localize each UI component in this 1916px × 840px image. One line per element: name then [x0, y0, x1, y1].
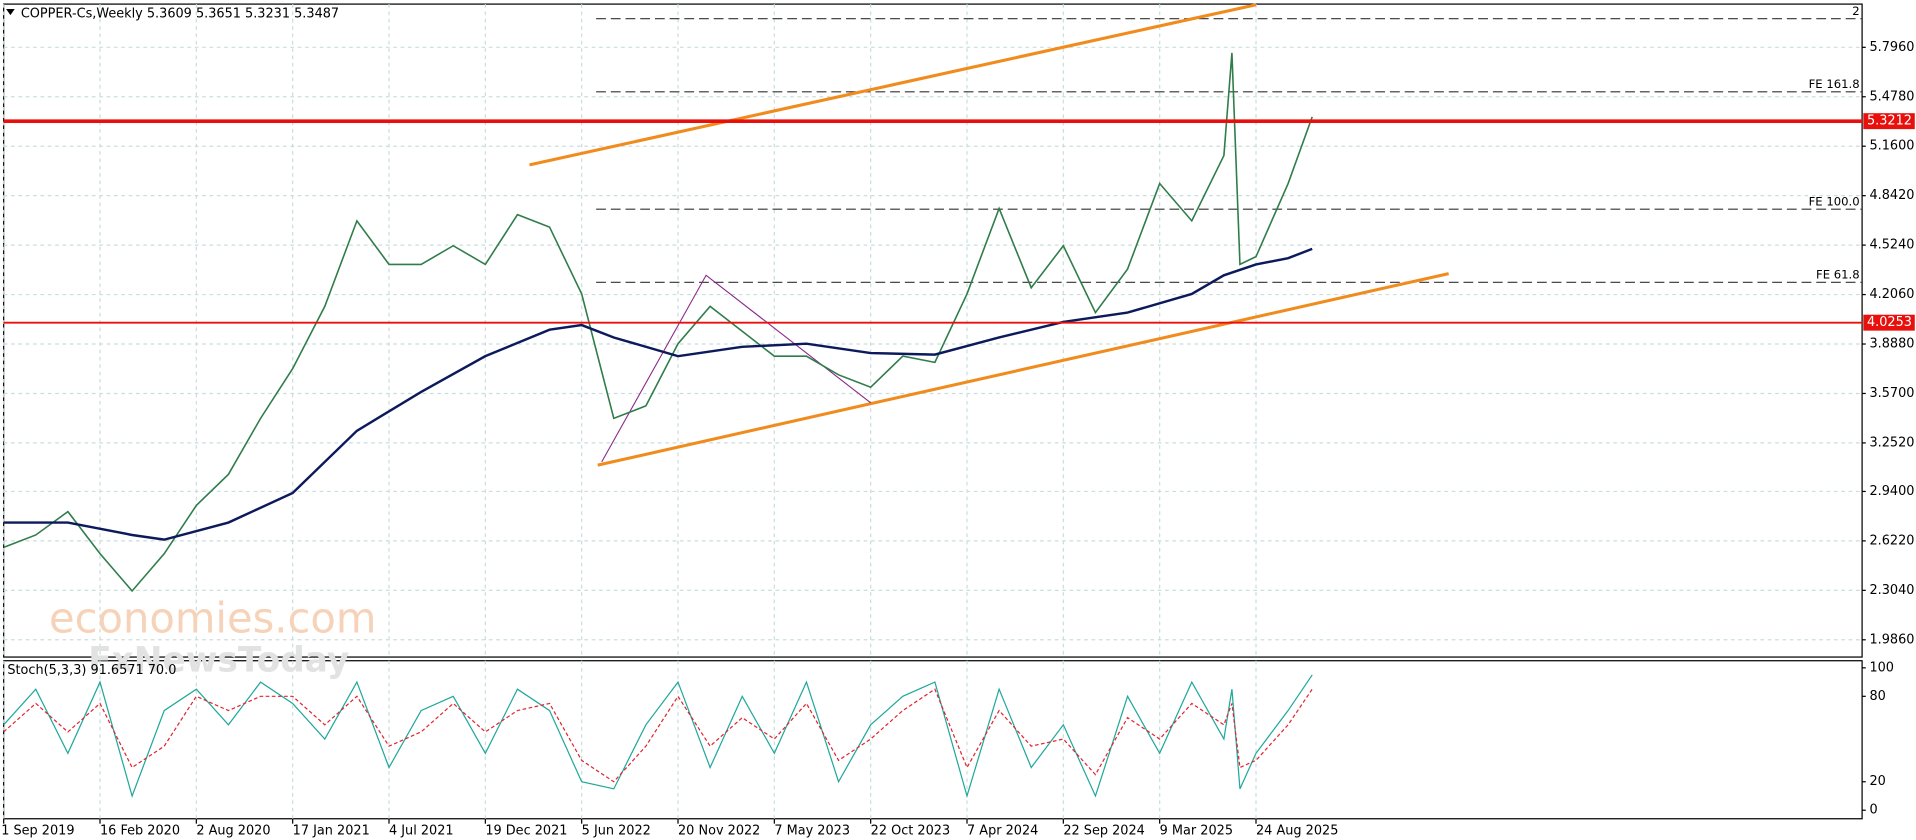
level-label: 4.0253 — [1867, 315, 1912, 330]
y-tick-label: 5.1600 — [1869, 139, 1914, 154]
stoch-pane — [3, 660, 1863, 820]
series-line — [3, 674, 1313, 799]
trendline — [601, 274, 872, 463]
watermark: economies.com — [49, 594, 376, 643]
y-tick-label: 0 — [1869, 803, 1877, 818]
y-tick-label: 2.6220 — [1869, 533, 1914, 548]
x-tick-label: 22 Oct 2023 — [871, 824, 951, 839]
series-line — [3, 688, 1313, 783]
indicator-title: Stoch(5,3,3) 91.6571 70.0 — [7, 663, 176, 678]
watermark: FxNewsToday — [88, 640, 349, 680]
y-tick-label: 3.8880 — [1869, 337, 1914, 352]
x-tick-label: 22 Sep 2024 — [1063, 824, 1145, 839]
x-tick-label: 24 Aug 2025 — [1256, 824, 1338, 839]
menu-arrow[interactable] — [6, 8, 15, 16]
x-tick-label: 20 Nov 2022 — [678, 824, 760, 839]
level-box — [1863, 314, 1915, 331]
x-tick-label: 5 Jun 2022 — [582, 824, 651, 839]
y-tick-label: 4.8420 — [1869, 188, 1914, 203]
trendline — [529, 3, 1257, 167]
fibo-label: FE 61.8 — [1816, 267, 1860, 281]
series-line — [3, 247, 1313, 541]
y-tick-label: 80 — [1869, 689, 1885, 704]
trendline — [597, 272, 1450, 467]
y-tick-label: 2.9400 — [1869, 484, 1914, 499]
y-tick-label: 20 — [1869, 774, 1885, 789]
fibo-label: FE 100.0 — [1809, 194, 1860, 208]
x-tick-label: 2 Aug 2020 — [196, 824, 270, 839]
x-tick-label: 17 Jan 2021 — [293, 824, 370, 839]
y-tick-label: 2.3040 — [1869, 583, 1914, 598]
chart-title: COPPER-Cs,Weekly 5.3609 5.3651 5.3231 5.… — [21, 6, 339, 21]
x-tick-label: 1 Sep 2019 — [1, 824, 74, 839]
y-tick-label: 4.5240 — [1869, 238, 1914, 253]
fibo-label: FE 161.8 — [1809, 77, 1860, 91]
level-label: 5.3212 — [1867, 114, 1912, 129]
level-box — [1863, 113, 1915, 130]
x-tick-label: 7 Apr 2024 — [967, 824, 1038, 839]
x-tick-label: 4 Jul 2021 — [389, 824, 454, 839]
x-tick-label: 19 Dec 2021 — [485, 824, 567, 839]
y-tick-label: 5.7960 — [1869, 40, 1914, 55]
x-tick-label: 9 Mar 2025 — [1160, 824, 1233, 839]
y-tick-label: 3.2520 — [1869, 435, 1914, 450]
x-tick-label: 7 May 2023 — [774, 824, 850, 839]
series-line — [3, 52, 1313, 593]
y-tick-label: 1.9860 — [1869, 632, 1914, 647]
y-tick-label: 4.2060 — [1869, 287, 1914, 302]
x-tick-label: 16 Feb 2020 — [100, 824, 180, 839]
y-tick-label: 100 — [1869, 660, 1894, 675]
fibo-label: 2 — [1852, 4, 1859, 18]
y-tick-label: 3.5700 — [1869, 386, 1914, 401]
y-tick-label: 5.4780 — [1869, 89, 1914, 104]
